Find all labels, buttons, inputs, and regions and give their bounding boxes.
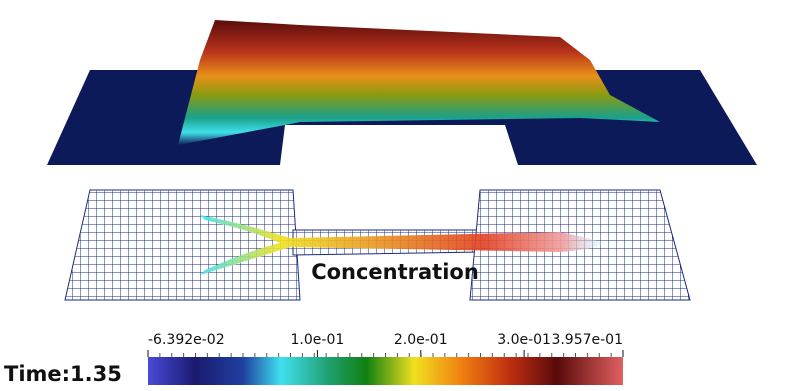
tick-label: 1.0e-01 <box>291 332 345 348</box>
mesh-left <box>64 189 301 301</box>
time-label: Time:1.35 <box>4 362 122 386</box>
field-label: Concentration <box>311 260 479 284</box>
colorbar-ticks: -6.392e-02 1.0e-01 2.0e-01 3.0e-01 3.957e-01 <box>147 332 624 357</box>
concentration-streak <box>200 215 605 275</box>
surface-bump <box>178 20 660 145</box>
tick-label: 3.0e-01 <box>497 332 551 348</box>
colorbar <box>148 357 623 385</box>
tick-label: 2.0e-01 <box>394 332 448 348</box>
tick-label: 3.957e-01 <box>551 332 623 348</box>
tick-label: -6.392e-02 <box>148 332 225 348</box>
